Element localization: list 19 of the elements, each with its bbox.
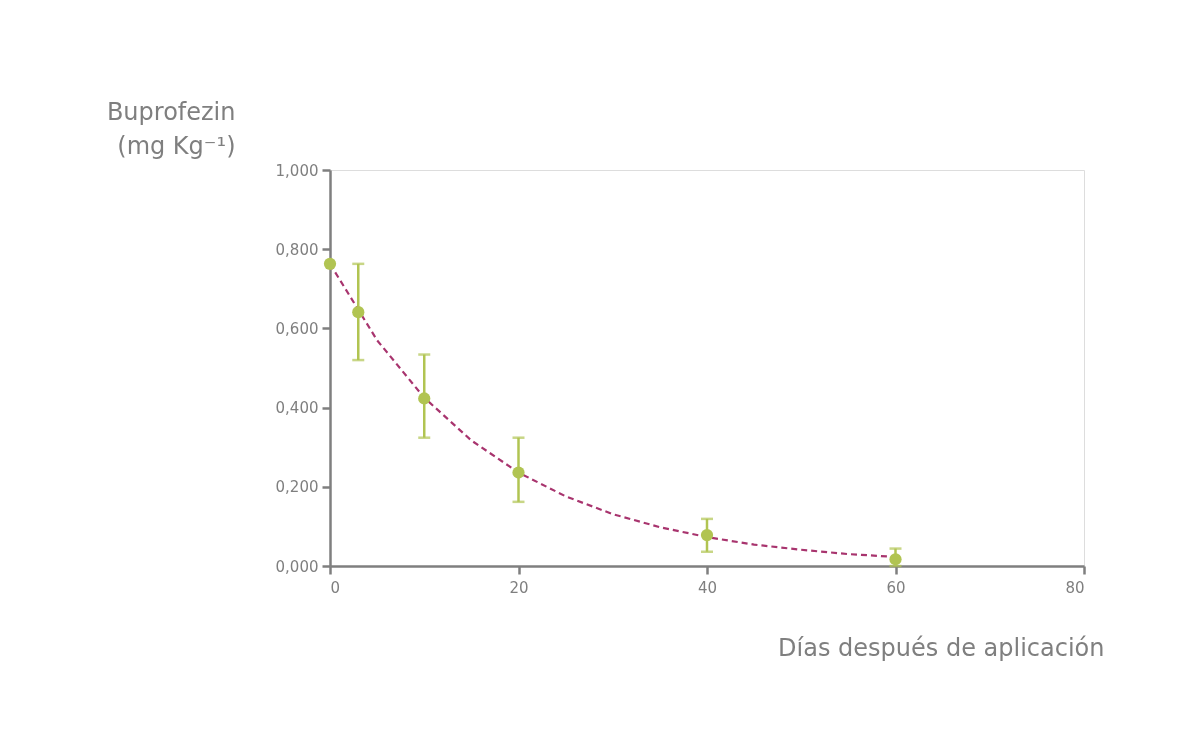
y-tick-label: 0,200 [275, 478, 319, 497]
point [323, 257, 337, 270]
point [512, 466, 525, 479]
x-tick-label: 60 [886, 578, 906, 597]
y-tick-label: 0,600 [275, 319, 319, 338]
point [418, 392, 431, 405]
point [700, 529, 714, 542]
x-tick-label: 20 [509, 578, 529, 597]
point [889, 553, 902, 566]
x-axis-title: Días después de aplicación [778, 633, 1105, 662]
y-tick-label: 0,800 [275, 240, 319, 259]
y-tick-label: 0,000 [275, 557, 319, 576]
y-axis-title: Buprofezin (mg Kg⁻¹) [106, 97, 236, 160]
y-tick-label: 1,000 [275, 161, 319, 180]
x-tick-label: 80 [1065, 578, 1085, 597]
x-tick-label: 0 [330, 578, 341, 597]
point [352, 306, 365, 319]
y-tick-label: 0,400 [275, 399, 319, 418]
x-tick-label: 40 [697, 578, 718, 597]
